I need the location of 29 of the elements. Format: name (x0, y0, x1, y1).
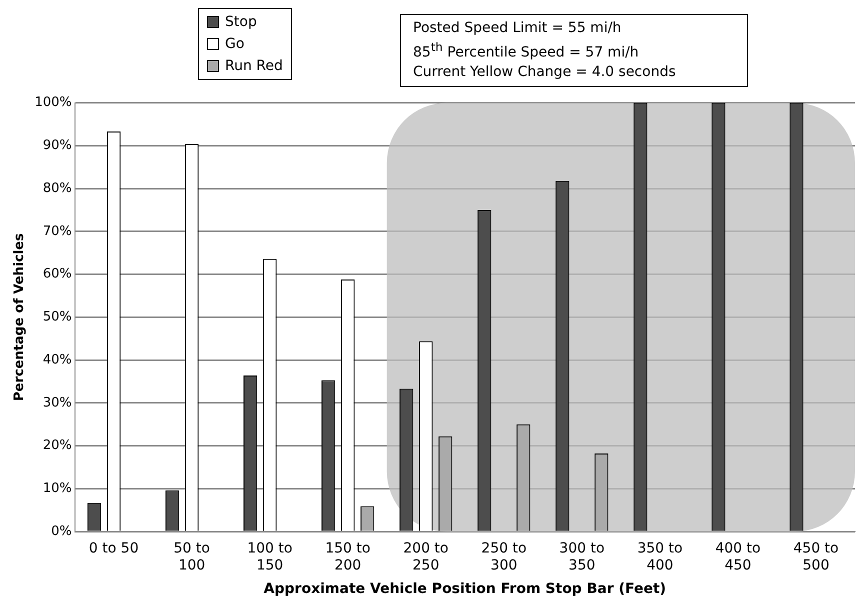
y-tick-label: 0% (51, 524, 72, 539)
x-tick-label: 0 to 50 (88, 540, 139, 557)
y-tick-label: 70% (42, 224, 72, 239)
y-tick-label: 100% (34, 95, 72, 110)
x-tick-label: 100 to 150 (247, 540, 292, 574)
x-tick-label: 250 to 300 (481, 540, 527, 574)
x-axis-title: Approximate Vehicle Position From Stop Bar (Feet) (264, 581, 666, 598)
x-tick-label: 50 to 100 (174, 540, 210, 574)
y-tick-label: 80% (42, 180, 72, 196)
legend-label: Go (225, 35, 244, 54)
text: 85$^{th}$ Percentile Speed = 57 mi/h (413, 39, 640, 63)
text: Posted Speed Limit = 55 mi/h (413, 19, 622, 38)
x-tick-label: 350 to 400 (637, 540, 683, 574)
y-axis-title: Percentage of Vehicles (12, 233, 28, 402)
y-tick-label: 10% (42, 481, 72, 496)
x-tick-label: 300 to 350 (559, 540, 605, 574)
x-tick-label: 150 to 200 (325, 540, 370, 574)
y-tick-label: 30% (42, 395, 72, 410)
x-tick-label: 400 to 450 (715, 540, 761, 574)
text: Current Yellow Change = 4.0 seconds (413, 62, 677, 82)
legend-label: Stop (225, 13, 257, 32)
y-tick-label: 20% (42, 438, 72, 454)
x-tick-label: 200 to 250 (403, 540, 448, 574)
y-tick-label: 50% (42, 310, 72, 325)
y-tick-label: 40% (42, 352, 72, 368)
y-tick-label: 60% (42, 266, 72, 282)
x-tick-label: 450 to 500 (793, 540, 839, 574)
y-tick-label: 90% (42, 138, 72, 154)
legend-label: Run Red (225, 57, 283, 76)
